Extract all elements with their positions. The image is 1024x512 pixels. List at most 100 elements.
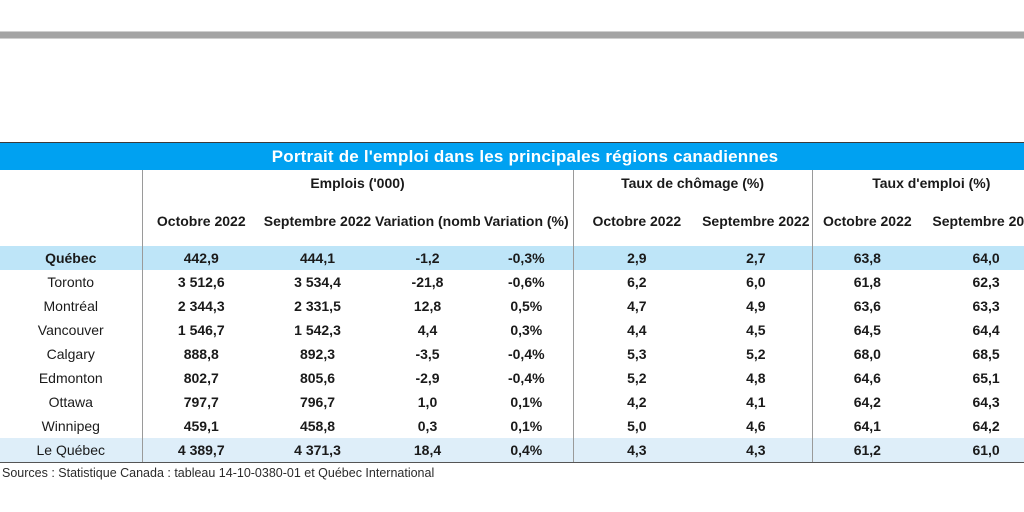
table-row-toronto: Toronto 3 512,6 3 534,4 -21,8 -0,6% 6,2 … [0,270,1024,294]
value-cell: 64,2 [972,418,1000,434]
value-cell: 63,8 [811,246,923,270]
value-cell: 61,2 [811,438,923,463]
value-cell: 4,5 [746,322,766,338]
value-cell: -3,5 [415,346,440,362]
value-cell: -2,9 [415,370,440,386]
value-cell: 61,8 [811,270,923,294]
value-cell: 6,2 [572,270,701,294]
value-cell: 459,1 [141,414,260,438]
region-cell: Toronto [47,274,95,290]
value-cell: 444,1 [260,246,375,270]
table-row-le-quebec: Le Québec 4 389,7 4 371,3 18,4 0,4% 4,3 … [0,438,1024,463]
region-cell: Vancouver [37,322,104,338]
value-cell: 2,7 [700,246,813,270]
value-cell: 3 534,4 [294,274,341,290]
value-cell: 805,6 [299,370,336,386]
value-cell: 1 546,7 [141,318,260,342]
table-row-quebec: Québec 442,9 444,1 -1,2 -0,3% 2,9 2,7 63… [0,246,1024,270]
value-cell: 1 542,3 [294,322,341,338]
value-cell: 2 331,5 [294,298,341,314]
value-cell: 3 512,6 [141,270,260,294]
value-cell: 796,7 [299,394,336,410]
horizontal-divider-rule [0,31,1024,39]
value-cell: 4,7 [572,294,701,318]
employment-table: Emplois ('000) Taux de chômage (%) Taux … [0,170,1024,463]
value-cell: 442,9 [141,246,260,270]
value-cell: 0,5% [510,298,543,314]
table-row-calgary: Calgary 888,8 892,3 -3,5 -0,4% 5,3 5,2 6… [0,342,1024,366]
region-cell: Ottawa [48,394,93,410]
value-cell: 64,3 [972,394,1000,410]
value-cell: 12,8 [413,298,442,314]
value-cell: 0,3% [510,322,543,338]
value-cell: 5,2 [746,346,766,362]
value-cell: 4,3 [572,438,701,463]
value-cell: 2,9 [572,246,701,270]
table-title-bar: Portrait de l'emploi dans les principale… [0,142,1024,170]
region-column-header [0,170,142,246]
value-cell: -0,3% [480,246,574,270]
value-cell: 4,4 [417,322,438,338]
value-cell: 5,2 [572,366,701,390]
value-cell: 63,6 [811,294,923,318]
region-cell: Calgary [46,346,95,362]
value-cell: 68,5 [972,346,1000,362]
value-cell: -0,4% [507,370,545,386]
group-header-taux-chomage: Taux de chômage (%) [572,170,813,196]
employment-table-sheet: Portrait de l'emploi dans les principale… [0,142,1024,463]
table-row-ottawa: Ottawa 797,7 796,7 1,0 0,1% 4,2 4,1 64,2… [0,390,1024,414]
value-cell: -0,4% [507,346,545,362]
value-cell: 888,8 [141,342,260,366]
value-cell: 4,3 [700,438,813,463]
value-cell: 61,0 [922,438,1024,463]
table-row-winnipeg: Winnipeg 459,1 458,8 0,3 0,1% 5,0 4,6 64… [0,414,1024,438]
column-header: Septembre 2022 [263,213,372,229]
value-cell: 1,0 [417,394,438,410]
column-header: Variation (nombre) [375,213,480,229]
value-cell: 64,2 [811,390,923,414]
value-cell: 4,1 [746,394,766,410]
column-header: Octobre 2022 [141,196,260,246]
value-cell: 62,3 [972,274,1000,290]
group-header-row: Emplois ('000) Taux de chômage (%) Taux … [0,170,1024,196]
region-cell: Winnipeg [41,418,100,434]
value-cell: 0,1% [510,418,543,434]
value-cell: 2 344,3 [141,294,260,318]
column-header: Octobre 2022 [811,196,923,246]
value-cell: 64,0 [922,246,1024,270]
table-row-vancouver: Vancouver 1 546,7 1 542,3 4,4 0,3% 4,4 4… [0,318,1024,342]
value-cell: 0,1% [510,394,543,410]
value-cell: 6,0 [746,274,766,290]
value-cell: 892,3 [299,346,336,362]
region-cell: Edmonton [38,370,103,386]
value-cell: 4,4 [572,318,701,342]
column-header: Septembre 2022 [702,213,810,229]
value-cell: 18,4 [375,438,480,463]
value-cell: 64,6 [811,366,923,390]
value-cell: 64,1 [811,414,923,438]
value-cell: 4 371,3 [260,438,375,463]
value-cell: 68,0 [811,342,923,366]
value-cell: 0,4% [480,438,574,463]
table-row-montreal: Montréal 2 344,3 2 331,5 12,8 0,5% 4,7 4… [0,294,1024,318]
value-cell: -1,2 [375,246,480,270]
table-row-edmonton: Edmonton 802,7 805,6 -2,9 -0,4% 5,2 4,8 … [0,366,1024,390]
value-cell: 797,7 [141,390,260,414]
value-cell: 802,7 [141,366,260,390]
value-cell: -0,6% [507,274,545,290]
value-cell: 64,5 [811,318,923,342]
value-cell: 4,9 [746,298,766,314]
group-header-emplois: Emplois ('000) [141,170,574,196]
value-cell: -21,8 [411,274,444,290]
column-header-row: Octobre 2022 Septembre 2022 Variation (n… [0,196,1024,246]
column-header: Variation (%) [483,213,569,229]
value-cell: 0,3 [417,418,438,434]
column-header: Septembre 2022 [932,213,1024,229]
group-header-taux-emploi: Taux d'emploi (%) [811,170,1024,196]
value-cell: 4,6 [746,418,766,434]
value-cell: 4 389,7 [141,438,260,463]
value-cell: 4,8 [746,370,766,386]
source-note: Sources : Statistique Canada : tableau 1… [2,466,435,480]
region-cell: Québec [0,246,142,270]
